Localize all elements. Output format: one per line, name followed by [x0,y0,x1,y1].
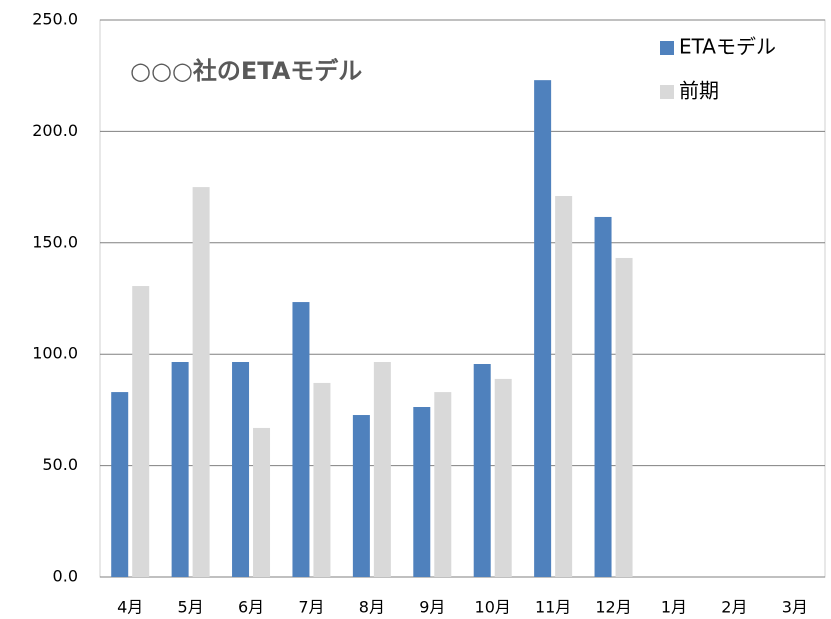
bar [413,407,431,577]
bar [292,302,310,577]
bar [111,392,129,577]
bar [253,427,271,577]
bar [171,361,189,577]
y-tick-label: 200.0 [32,121,78,140]
legend-label: ETAモデル [679,35,776,59]
y-tick-label: 250.0 [32,10,78,29]
bar [192,187,210,577]
x-tick-label: 11月 [535,598,571,617]
x-tick-label: 3月 [782,598,808,617]
bar [373,361,391,577]
bar [313,382,331,577]
x-tick-label: 4月 [117,598,143,617]
chart-title: ○○○社のETAモデル [130,57,362,85]
bar [615,257,633,577]
x-tick-label: 1月 [661,598,687,617]
bar [555,196,573,577]
legend-label: 前期 [679,79,719,103]
x-tick-label: 9月 [419,598,445,617]
y-tick-label: 100.0 [32,344,78,363]
x-tick-label: 6月 [238,598,264,617]
legend-swatch [660,85,674,99]
bar [434,392,452,577]
x-tick-label: 5月 [178,598,204,617]
y-tick-label: 50.0 [42,455,78,474]
bar [534,80,552,577]
x-tick-label: 8月 [359,598,385,617]
x-tick-label: 10月 [475,598,511,617]
bar [494,378,512,577]
bar [132,286,150,577]
bar [594,216,612,577]
bar [473,364,491,577]
y-tick-label: 0.0 [53,567,78,586]
y-tick-label: 150.0 [32,232,78,251]
bar [352,415,370,577]
x-tick-label: 2月 [721,598,747,617]
x-tick-label: 12月 [595,598,631,617]
x-tick-label: 7月 [298,598,324,617]
legend-swatch [660,41,674,55]
bar [232,361,250,577]
